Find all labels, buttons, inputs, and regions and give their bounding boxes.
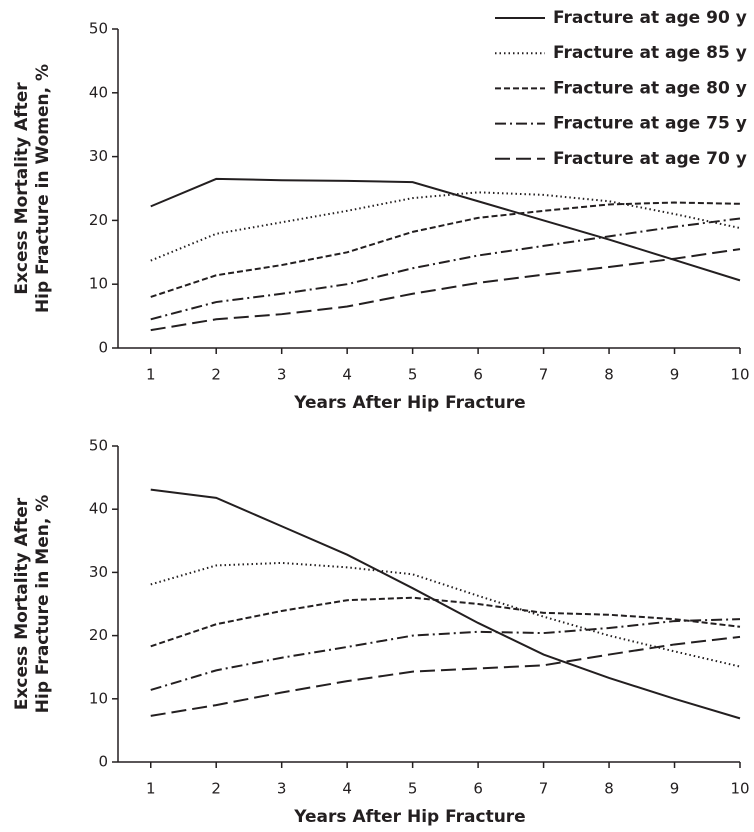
x-tick-label: 1 [146,780,156,798]
y-tick-label: 40 [89,500,108,518]
legend-label: Fracture at age 85 y [553,43,747,63]
y-tick-label: 30 [89,147,108,165]
y-tick-label: 0 [98,753,108,771]
series-line [150,561,741,668]
x-tick-label: 8 [604,366,614,384]
series-line [150,191,741,262]
x-tick-label: 3 [277,366,287,384]
y-tick-label: 30 [89,563,108,581]
y-axis-label: Hip Fracture in Women, % [33,64,53,313]
legend-label: Fracture at age 90 y [553,8,747,28]
y-tick-label: 10 [89,689,108,707]
x-axis-label: Years After Hip Fracture [293,393,525,413]
series-line [150,596,741,648]
x-tick-label: 5 [408,366,418,384]
x-tick-label: 1 [146,366,156,384]
x-tick-label: 9 [670,366,680,384]
x-tick-label: 6 [473,780,483,798]
x-tick-label: 2 [211,366,221,384]
y-tick-label: 50 [89,437,108,455]
x-axis-label: Years After Hip Fracture [293,807,525,827]
x-tick-label: 10 [730,780,749,798]
series-line [150,635,741,717]
x-tick-label: 3 [277,780,287,798]
series-line [150,248,741,332]
y-axis-label: Excess Mortality After [12,497,32,710]
y-tick-label: 50 [89,20,108,38]
legend-label: Fracture at age 80 y [553,78,747,98]
y-tick-label: 20 [89,626,108,644]
series-line [150,217,741,321]
x-tick-label: 7 [539,366,549,384]
series-line [150,488,741,720]
x-tick-label: 9 [670,780,680,798]
series-line [150,618,741,691]
x-tick-label: 7 [539,780,549,798]
x-tick-label: 10 [730,366,749,384]
x-tick-label: 2 [211,780,221,798]
y-axis-label: Hip Fracture in Men, % [33,495,53,713]
y-tick-label: 0 [98,339,108,357]
legend-label: Fracture at age 70 y [553,149,747,169]
x-tick-label: 4 [342,366,352,384]
series-line [150,201,741,298]
series-line [150,177,741,282]
y-axis-label: Excess Mortality After [12,82,32,295]
x-tick-label: 4 [342,780,352,798]
x-tick-label: 8 [604,780,614,798]
y-tick-label: 10 [89,275,108,293]
y-tick-label: 40 [89,83,108,101]
x-tick-label: 6 [473,366,483,384]
y-tick-label: 20 [89,211,108,229]
legend-label: Fracture at age 75 y [553,114,747,134]
x-tick-label: 5 [408,780,418,798]
